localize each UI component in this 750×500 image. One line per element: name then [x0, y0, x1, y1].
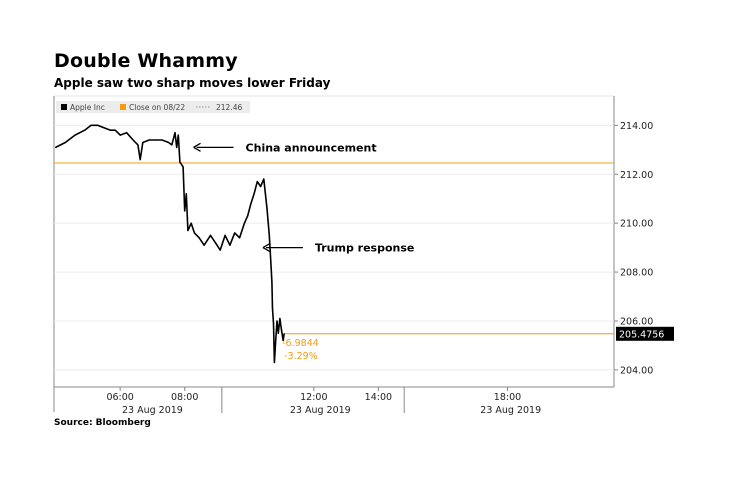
legend-reference-label: Close on 08/22	[129, 103, 185, 112]
series-line-apple	[55, 124, 285, 364]
y-tick-label: 212.00	[620, 170, 653, 181]
x-tick-label: 08:00	[171, 392, 198, 403]
y-tick-label: 208.00	[620, 268, 653, 279]
legend-reference-value: 212.46	[216, 103, 242, 112]
legend-reference-swatch	[120, 104, 126, 110]
x-date-label: 23 Aug 2019	[122, 405, 183, 416]
y-tick-label: 206.00	[620, 316, 653, 327]
y-tick-label: 204.00	[620, 365, 653, 376]
y-tick-label: 210.00	[620, 219, 653, 230]
x-tick-label: 06:00	[106, 392, 133, 403]
source-note: Source: Bloomberg	[54, 418, 151, 428]
last-value-label: 205.4756	[619, 329, 664, 340]
legend-series-swatch	[61, 104, 67, 110]
x-date-label: 23 Aug 2019	[290, 405, 351, 416]
x-tick-label: 14:00	[365, 392, 392, 403]
chart-title: Double Whammy	[54, 50, 238, 72]
x-date-label: 23 Aug 2019	[480, 405, 541, 416]
annotation-arrow-head	[193, 142, 201, 152]
chart-subtitle: Apple saw two sharp moves lower Friday	[54, 76, 331, 90]
legend-box	[56, 101, 250, 113]
x-tick-label: 12:00	[300, 392, 327, 403]
y-tick-label: 214.00	[620, 121, 653, 132]
legend-series-label: Apple Inc	[70, 103, 105, 112]
change-pct-label: -3.29%	[284, 351, 318, 362]
annotation-china: China announcement	[246, 141, 377, 154]
x-tick-label: 18:00	[494, 392, 521, 403]
annotation-trump: Trump response	[315, 242, 414, 255]
change-abs-label: -6.9844	[282, 338, 319, 349]
last-value-tag	[616, 326, 674, 341]
annotation-arrow-head	[262, 243, 271, 253]
